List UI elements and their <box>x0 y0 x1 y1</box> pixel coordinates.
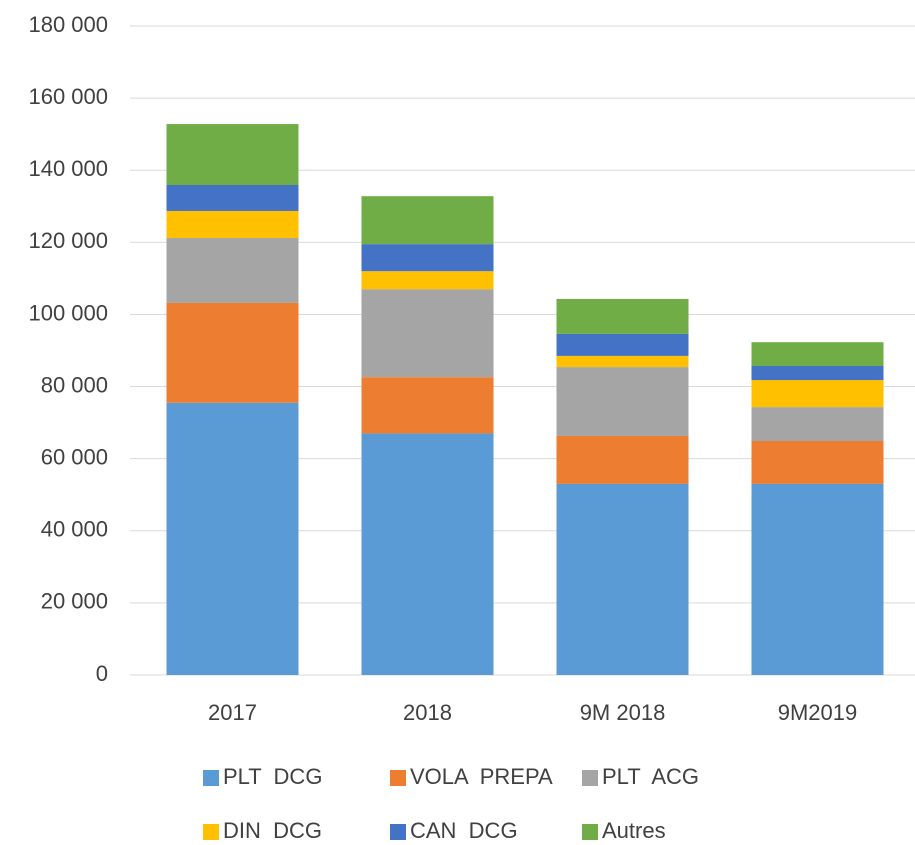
legend-swatch <box>582 824 598 840</box>
x-tick-label: 9M2019 <box>778 700 858 725</box>
x-tick-label: 2018 <box>403 700 452 725</box>
legend-label: CAN DCG <box>410 818 518 843</box>
bar-segment <box>166 238 299 303</box>
y-tick-label: 80 000 <box>41 372 108 397</box>
bar-segment <box>556 483 689 675</box>
bar-segment <box>751 483 884 675</box>
bar-segment <box>556 333 689 356</box>
y-tick-label: 160 000 <box>28 84 108 109</box>
bar-segment <box>361 289 494 378</box>
x-tick-label: 2017 <box>208 700 257 725</box>
bar-segment <box>166 124 299 186</box>
legend-label: Autres <box>602 818 666 843</box>
legend-swatch <box>390 824 406 840</box>
y-tick-label: 60 000 <box>41 444 108 469</box>
bar-segment <box>751 407 884 441</box>
y-tick-label: 120 000 <box>28 228 108 253</box>
bar-segment <box>361 433 494 675</box>
y-tick-label: 140 000 <box>28 156 108 181</box>
legend-swatch <box>390 770 406 786</box>
legend-label: VOLA PREPA <box>410 764 553 789</box>
legend-label: PLT DCG <box>223 764 322 789</box>
y-tick-label: 20 000 <box>41 589 108 614</box>
bar-segment <box>361 196 494 245</box>
legend-swatch <box>203 824 219 840</box>
bar-segment <box>556 298 689 334</box>
y-tick-label: 180 000 <box>28 12 108 37</box>
bar-segment <box>166 302 299 403</box>
bar-segment <box>556 367 689 436</box>
bar-segment <box>751 366 884 381</box>
bar-segment <box>751 380 884 408</box>
bar-segment <box>166 210 299 239</box>
bar-segment <box>556 355 689 368</box>
legend-label: PLT ACG <box>602 764 699 789</box>
bar-segment <box>751 440 884 484</box>
bar-segment <box>166 185 299 211</box>
bar-segment <box>361 377 494 434</box>
y-tick-label: 40 000 <box>41 517 108 542</box>
bar-segment <box>556 435 689 484</box>
bar-segment <box>166 402 299 675</box>
y-tick-label: 0 <box>96 661 108 686</box>
bar-segment <box>361 271 494 290</box>
y-tick-label: 100 000 <box>28 300 108 325</box>
legend-swatch <box>203 770 219 786</box>
bar-segment <box>361 244 494 272</box>
bar-segment <box>751 342 884 367</box>
legend-label: DIN DCG <box>223 818 322 843</box>
x-tick-label: 9M 2018 <box>580 700 666 725</box>
legend-swatch <box>582 770 598 786</box>
